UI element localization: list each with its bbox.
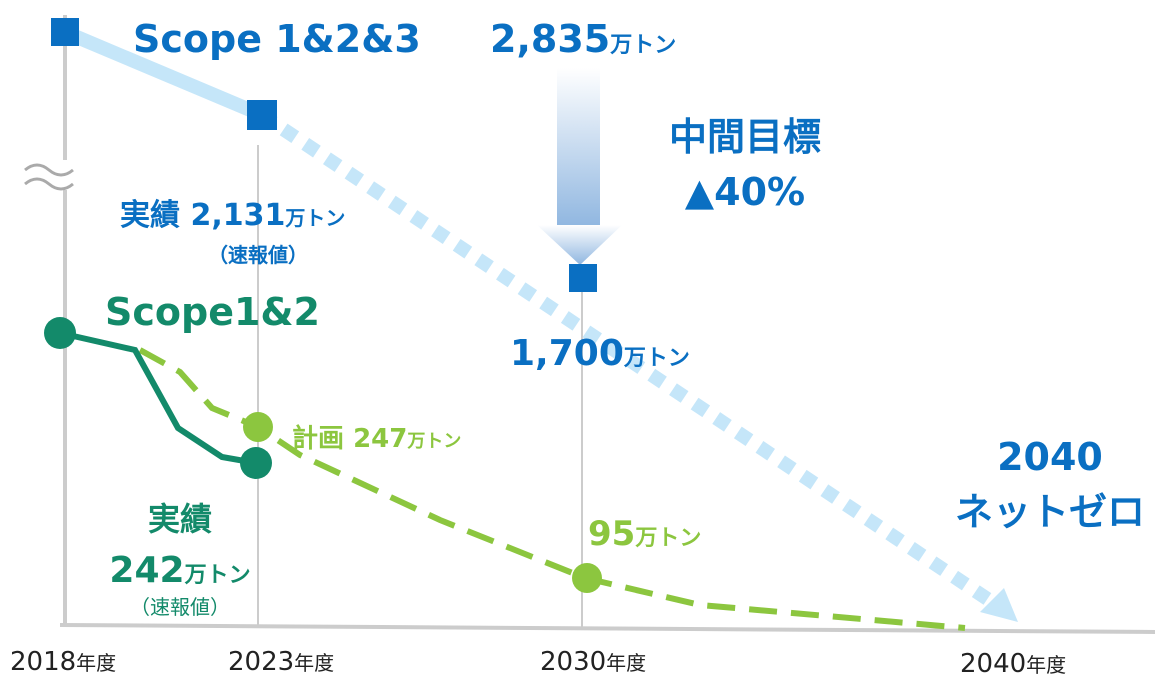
label: 1,700万トン — [510, 333, 690, 374]
note: （速報値） — [130, 595, 230, 619]
value: 2,835 — [490, 17, 610, 61]
unit: 万トン — [634, 526, 701, 551]
label: Scope 1&2&3 — [133, 17, 421, 61]
year: 2018 — [10, 647, 76, 677]
label: 実績 — [148, 500, 212, 538]
point — [44, 317, 76, 349]
label: 2,835万トン — [490, 17, 676, 61]
unit: 年度 — [606, 651, 646, 675]
year: 2040 — [960, 649, 1026, 679]
label: 実績 2,131万トン — [120, 198, 345, 233]
label: 2040 — [997, 435, 1103, 479]
label: 95万トン — [588, 514, 701, 554]
scope3-line — [62, 25, 996, 608]
year: 2023 — [228, 647, 294, 677]
unit: 年度 — [76, 651, 116, 675]
scope12-plan-line — [138, 347, 966, 631]
value: 2,131 — [190, 198, 285, 233]
label: 計画 247万トン — [292, 423, 461, 454]
unit: 年度 — [1026, 653, 1066, 677]
label: Scope1&2 — [105, 290, 320, 334]
note: （速報値） — [208, 243, 308, 267]
big-arrow — [537, 68, 622, 265]
unit: 年度 — [294, 651, 334, 675]
value: 95 — [588, 514, 635, 554]
value: 247 — [353, 424, 407, 454]
year: 2030 — [540, 647, 606, 677]
point — [240, 447, 272, 479]
x-tick-label: 2030年度 — [540, 647, 646, 677]
x-tick-label: 2023年度 — [228, 647, 334, 677]
unit: 万トン — [284, 206, 345, 230]
label: ネットゼロ — [955, 490, 1145, 534]
label: ▲40% — [685, 170, 805, 214]
scope3-arrowhead — [980, 588, 1018, 622]
point — [243, 412, 273, 442]
point — [572, 563, 602, 593]
axis-break — [20, 160, 90, 191]
label: 計画 — [292, 423, 344, 454]
unit: 万トン — [623, 346, 690, 371]
scope12-actual-line — [59, 330, 257, 466]
value: 242 — [109, 550, 184, 591]
scope3-points — [51, 18, 597, 292]
value: 1,700 — [510, 333, 624, 374]
label: 実績 — [120, 198, 180, 233]
x-tick-label: 2040年度 — [960, 649, 1066, 679]
label: 中間目標 — [669, 115, 821, 159]
x-tick-label: 2018年度 — [10, 647, 116, 677]
label: 242万トン — [109, 550, 250, 591]
unit: 万トン — [406, 431, 461, 452]
unit: 万トン — [609, 33, 676, 58]
unit: 万トン — [184, 563, 251, 588]
